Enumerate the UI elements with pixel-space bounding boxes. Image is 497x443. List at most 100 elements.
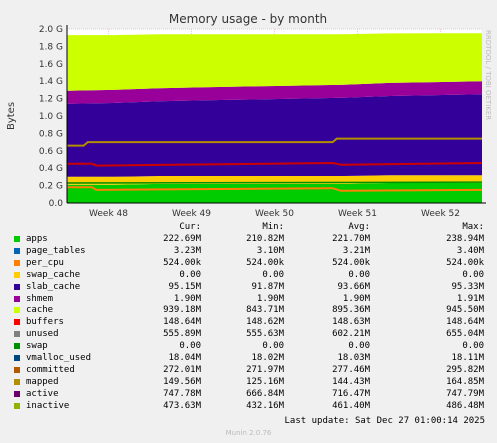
area-buffers [67, 81, 482, 104]
legend-row-slab_cache: slab_cache 95.15M 91.87M 93.66M 95.33M [0, 282, 497, 293]
y-tick-label: 0.0 [49, 199, 64, 209]
legend-avg: 0.00 [348, 269, 370, 280]
legend-name: swap [26, 341, 48, 352]
legend-avg: 0.00 [348, 341, 370, 352]
legend-cur: 18.04M [168, 353, 201, 363]
legend-row-shmem: shmem 1.90M 1.90M 1.90M 1.91M [0, 294, 497, 305]
legend-max: 747.79M [446, 388, 484, 399]
legend-swatch [14, 259, 20, 266]
y-tick-label: 1.8 G [39, 42, 63, 52]
legend-row-cache: cache 939.18M 843.71M 895.36M 945.50M [0, 305, 497, 316]
legend-swatch [14, 331, 20, 338]
legend-min: 271.97M [246, 364, 284, 375]
legend-avg: 148.63M [332, 317, 370, 328]
legend-name: active [26, 388, 59, 399]
legend-min: 3.10M [256, 245, 284, 256]
legend-name: shmem [26, 293, 54, 304]
legend-header: Cur: Min: Avg: Max: [0, 222, 497, 233]
y-tick-label: 0.8 G [39, 129, 63, 139]
legend-cur: 1.90M [173, 293, 201, 304]
legend-header-min: Min: [262, 222, 284, 232]
legend-swatch [14, 390, 20, 397]
legend-avg: 18.03M [337, 353, 370, 363]
legend-max: 148.64M [446, 317, 484, 328]
y-tick-label: 0.2 G [39, 182, 63, 192]
line-inactive [67, 161, 483, 167]
rrdtool-credit: RRDTOOL / TOBI OETIKER [484, 30, 492, 120]
legend-cur: 149.56M [163, 376, 201, 387]
legend-row-active: active 747.78M 666.84M 716.47M 747.79M [0, 389, 497, 400]
legend-avg: 895.36M [332, 305, 370, 316]
legend-swatch [14, 402, 20, 409]
legend-swatch [14, 319, 20, 326]
y-tick-label: 2.0 G [39, 25, 63, 35]
legend-cur: 939.18M [163, 305, 201, 316]
legend-row-committed: committed 272.01M 271.97M 277.46M 295.82M [0, 365, 497, 376]
legend-header-max: Max: [462, 222, 484, 232]
chart-title: Memory usage - by month [169, 12, 327, 26]
x-tick-label: Week 51 [338, 209, 377, 219]
legend-avg: 524.00k [332, 257, 370, 268]
x-ticks: Week 48 Week 49 Week 50 Week 51 Week 52 [89, 209, 460, 219]
y-axis-label: Bytes [6, 102, 17, 130]
legend-name: slab_cache [26, 281, 81, 292]
legend-swatch [14, 355, 20, 361]
y-tick-label: 1.6 G [39, 60, 63, 70]
legend-cur: 473.63M [163, 400, 201, 411]
area-unused [67, 33, 482, 91]
legend-min: 524.00k [246, 257, 284, 268]
legend-cur: 0.00 [179, 269, 201, 280]
legend-max: 3.40M [456, 245, 484, 256]
legend-name: apps [26, 234, 48, 244]
legend-min: 125.16M [246, 376, 284, 387]
legend-cur: 272.01M [163, 364, 201, 375]
legend-avg: 602.21M [332, 329, 370, 340]
legend-row-inactive: inactive 473.63M 432.16M 461.40M 486.48M [0, 401, 497, 412]
legend-cur: 524.00k [163, 257, 201, 268]
legend-swatch [14, 271, 20, 278]
legend-row-mapped: mapped 149.56M 125.16M 144.43M 164.85M [0, 377, 497, 388]
line-mapped [67, 186, 483, 192]
legend-name: committed [26, 364, 75, 375]
legend-cur: 3.23M [173, 245, 201, 256]
legend-row-swap_cache: swap_cache 0.00 0.00 0.00 0.00 [0, 270, 497, 281]
legend-row-vmalloc_used: vmalloc_used 18.04M 18.02M 18.03M 18.11M [0, 353, 497, 364]
legend-row-buffers: buffers 148.64M 148.62M 148.63M 148.64M [0, 317, 497, 328]
legend-max: 0.00 [462, 269, 484, 280]
legend-min: 18.02M [251, 353, 284, 363]
legend-name: cache [26, 305, 54, 316]
legend-row-page_tables: page_tables 3.23M 3.10M 3.21M 3.40M [0, 246, 497, 257]
legend-cur: 222.69M [163, 234, 201, 244]
legend-swatch [14, 378, 20, 385]
legend-avg: 221.70M [332, 234, 370, 244]
y-ticks: 0.0 0.2 G 0.4 G 0.6 G 0.8 G 1.0 G 1.2 G 1.4 G 1.… [39, 25, 63, 209]
legend-max: 486.48M [446, 400, 484, 411]
legend-min: 1.90M [256, 293, 284, 304]
apps-edge [66, 181, 483, 184]
legend-name: swap_cache [26, 269, 81, 280]
memory-chart: 0.0 0.2 G 0.4 G 0.6 G 0.8 G 1.0 G 1.2 G 1.4 G 1.… [6, 12, 492, 219]
legend-min: 148.62M [246, 317, 284, 328]
x-tick-label: Week 49 [172, 209, 211, 219]
legend-max: 945.50M [446, 305, 484, 316]
legend-cur: 555.89M [163, 329, 201, 340]
legend-avg: 461.40M [332, 400, 370, 411]
area-cache [67, 94, 482, 177]
legend-avg: 3.21M [342, 245, 370, 256]
legend-cur: 0.00 [179, 341, 201, 352]
legend-name: unused [26, 329, 59, 340]
area-apps [67, 183, 482, 203]
legend-avg: 93.66M [337, 281, 370, 292]
legend-swatch [14, 236, 20, 242]
y-tick-label: 0.4 G [39, 164, 63, 174]
legend-swatch [14, 307, 20, 314]
legend-name: vmalloc_used [26, 353, 92, 363]
axes [66, 25, 486, 204]
legend-max: 524.00k [446, 257, 484, 268]
legend-cur: 148.64M [163, 317, 201, 328]
legend-cur: 95.15M [168, 281, 201, 292]
legend-min: 0.00 [262, 341, 284, 352]
legend-min: 210.82M [246, 234, 284, 244]
legend-header-avg: Avg: [348, 222, 370, 232]
legend-max: 164.85M [446, 376, 484, 387]
